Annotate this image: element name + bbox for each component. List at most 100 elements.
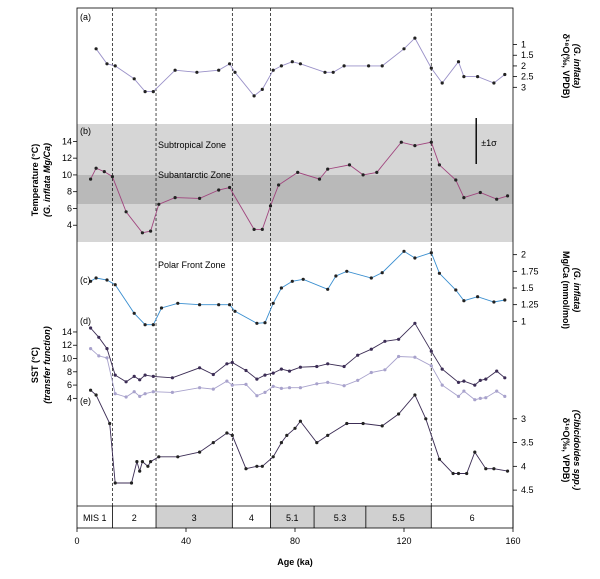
data-point xyxy=(361,173,365,177)
data-point xyxy=(440,367,444,371)
data-point xyxy=(465,471,469,476)
data-point xyxy=(413,355,417,359)
data-point xyxy=(132,311,136,315)
data-point xyxy=(113,283,117,287)
data-point xyxy=(244,368,248,373)
y-tick-label: 4 xyxy=(67,393,72,403)
data-point xyxy=(252,94,256,98)
data-point xyxy=(301,277,305,281)
data-point xyxy=(233,309,237,313)
data-point xyxy=(495,197,499,201)
mis-stage-label: 2 xyxy=(132,513,137,523)
data-point xyxy=(151,90,155,94)
data-point xyxy=(456,60,461,64)
mis-stage-fill xyxy=(365,506,432,528)
data-point xyxy=(113,64,117,68)
data-point xyxy=(140,231,144,235)
data-point xyxy=(113,481,117,485)
data-point xyxy=(198,386,202,390)
y-axis-subtitle: (transfer function) xyxy=(42,326,52,404)
data-point xyxy=(298,62,302,66)
data-point xyxy=(503,298,507,302)
data-point xyxy=(456,394,461,398)
data-point xyxy=(198,450,202,454)
mis-stage-label: MIS 1 xyxy=(83,513,107,523)
y-tick-label: 6 xyxy=(67,203,72,213)
data-point xyxy=(105,62,109,66)
data-point xyxy=(124,210,128,214)
data-point xyxy=(287,369,292,373)
panel-label: (b) xyxy=(80,126,91,136)
y-tick-label: 4 xyxy=(67,220,72,230)
data-point xyxy=(285,433,289,437)
data-point xyxy=(277,183,281,187)
data-point xyxy=(252,227,256,231)
y-tick-label: 3.5 xyxy=(521,438,534,448)
data-point xyxy=(451,471,455,476)
data-point xyxy=(503,376,507,380)
zone-band xyxy=(77,124,513,175)
data-point xyxy=(195,70,199,74)
data-point xyxy=(369,370,373,375)
data-point xyxy=(342,64,346,68)
y-tick-label: 8 xyxy=(67,367,72,377)
mis-stage-label: 5.1 xyxy=(286,513,299,523)
data-point xyxy=(233,70,237,74)
x-tick-label: 0 xyxy=(74,536,79,546)
data-point xyxy=(217,68,221,72)
data-point xyxy=(143,373,147,377)
y-axis-subtitle: (Cibicidoides spp.) xyxy=(572,410,582,491)
y-axis-subtitle: (G. inflata) xyxy=(572,268,582,313)
y-tick-label: 2 xyxy=(521,61,526,71)
data-point xyxy=(89,177,93,181)
data-point xyxy=(495,369,499,373)
data-point xyxy=(94,166,98,170)
series-line xyxy=(90,389,508,484)
data-point xyxy=(113,373,117,377)
data-point xyxy=(380,424,384,428)
data-point xyxy=(260,464,264,468)
y-tick-label: 12 xyxy=(62,153,72,163)
data-point xyxy=(356,378,360,382)
data-point xyxy=(211,441,215,445)
y-tick-label: 2 xyxy=(521,250,526,260)
data-point xyxy=(456,380,461,384)
data-point xyxy=(97,354,101,358)
data-point xyxy=(367,64,371,68)
series-line xyxy=(90,250,505,326)
data-point xyxy=(279,386,283,390)
data-point xyxy=(326,287,330,291)
data-point xyxy=(244,382,248,386)
data-point xyxy=(462,299,466,303)
y-tick-label: 6 xyxy=(67,380,72,390)
data-point xyxy=(211,372,215,377)
data-point xyxy=(315,382,319,386)
data-point xyxy=(298,419,302,423)
y-tick-label: 12 xyxy=(62,340,72,350)
y-axis-title: Mg/Ca (mmol/mol) xyxy=(561,251,571,329)
data-point xyxy=(132,374,136,378)
data-point xyxy=(244,467,248,471)
data-point xyxy=(413,36,417,40)
data-point xyxy=(176,455,180,459)
data-point xyxy=(129,481,134,485)
data-point xyxy=(138,378,142,382)
data-point xyxy=(279,64,283,68)
y-tick-label: 3 xyxy=(521,414,526,424)
zone-label: Polar Front Zone xyxy=(158,260,226,270)
data-point xyxy=(260,87,264,91)
data-point xyxy=(440,81,444,85)
data-point xyxy=(323,70,327,74)
data-point xyxy=(217,188,221,192)
y-tick-label: 3 xyxy=(521,82,526,92)
mis-stage-label: 6 xyxy=(470,513,475,523)
data-point xyxy=(495,389,499,393)
data-point xyxy=(173,196,177,200)
data-point xyxy=(255,394,259,398)
data-point xyxy=(326,362,330,366)
data-point xyxy=(413,144,417,148)
data-point xyxy=(105,347,109,351)
data-point xyxy=(230,383,234,387)
data-point xyxy=(271,371,275,375)
data-point xyxy=(380,64,384,68)
